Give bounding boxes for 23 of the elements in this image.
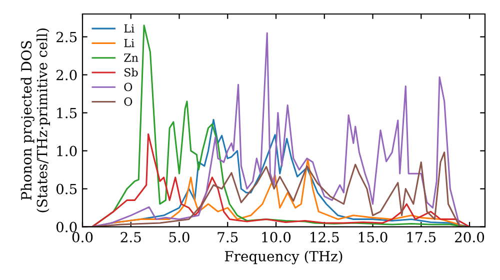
x-tick-label: 0.0 — [72, 232, 93, 242]
x-tick-label: 5.0 — [169, 232, 190, 242]
y-axis-title: Phonon projected DOS (States/THz·primitive cell) — [20, 28, 50, 212]
x-tick-label: 10.0 — [262, 232, 291, 242]
legend-label: Li — [124, 38, 134, 48]
y-tick-label: 2.0 — [56, 70, 77, 80]
legend-label: Zn — [124, 54, 138, 62]
legend-label: Sb — [124, 68, 138, 77]
legend-label: Li — [124, 24, 134, 32]
y-tick-label: 0.0 — [56, 222, 77, 232]
x-tick-label: 17.5 — [407, 232, 436, 242]
x-tick-label: 20.0 — [455, 232, 484, 242]
x-tick-label: 2.5 — [120, 232, 141, 242]
legend-label: O — [124, 82, 132, 92]
x-axis-title: Frequency (THz) — [224, 250, 342, 264]
legend-label: O — [124, 97, 132, 106]
y-tick-label: 1.5 — [57, 108, 77, 118]
y-tick-label: 0.5 — [56, 184, 77, 194]
x-tick-label: 7.5 — [218, 232, 238, 242]
y-tick-label: 2.5 — [56, 32, 77, 42]
x-tick-label: 12.5 — [310, 232, 339, 242]
x-tick-label: 15.0 — [358, 232, 388, 242]
y-tick-label: 1.0 — [57, 146, 77, 156]
